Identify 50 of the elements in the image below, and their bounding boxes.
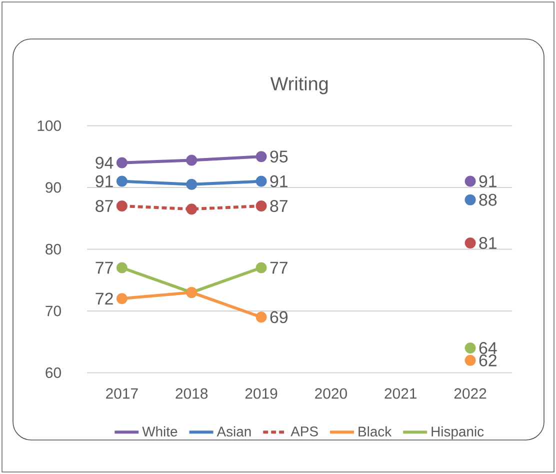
data-label: 77	[270, 262, 288, 274]
point	[116, 293, 128, 304]
point	[464, 194, 476, 206]
point	[256, 200, 267, 212]
legend-label: White	[142, 426, 178, 437]
y-tick-label: 100	[38, 120, 61, 131]
data-label: 87	[270, 200, 288, 212]
point	[256, 176, 267, 187]
data-label: 72	[96, 292, 113, 305]
legend-label: Asian	[216, 426, 251, 437]
x-tick-label: 2017	[106, 388, 138, 399]
x-tick-label: 2018	[176, 388, 208, 399]
point	[256, 312, 267, 323]
data-label: 91	[479, 175, 496, 188]
point	[464, 238, 476, 249]
legend-label: Hispanic	[432, 426, 484, 440]
data-label: 91	[270, 175, 288, 188]
data-label: 88	[479, 194, 497, 206]
x-tick-label: 2022	[454, 388, 486, 399]
point	[186, 178, 198, 190]
point	[186, 204, 198, 215]
point	[116, 176, 128, 187]
data-label: 87	[96, 200, 113, 212]
data-label: 91	[96, 175, 113, 188]
point	[464, 176, 476, 187]
x-tick-label: 2020	[315, 388, 347, 399]
x-tick-label: 2021	[384, 388, 416, 399]
y-tick-label: 60	[46, 367, 61, 378]
data-label: 94	[96, 156, 114, 169]
data-label: 64	[479, 342, 497, 354]
chart-title: Writing	[270, 76, 328, 94]
point	[116, 157, 128, 168]
y-tick-label: 90	[46, 182, 61, 193]
point	[256, 151, 267, 162]
data-label: 95	[270, 150, 288, 163]
point	[464, 342, 476, 354]
data-label: 81	[479, 237, 496, 250]
data-label: 62	[479, 354, 496, 366]
x-tick-label: 2019	[245, 388, 278, 399]
y-tick-label: 80	[46, 244, 61, 254]
y-tick-label: 70	[46, 306, 61, 316]
point	[464, 354, 476, 366]
data-label: 69	[270, 311, 288, 324]
legend-label: Black	[358, 426, 392, 437]
legend-label: APS	[290, 426, 318, 436]
point	[186, 154, 198, 166]
point	[116, 262, 128, 274]
data-label: 77	[96, 262, 113, 274]
point	[256, 262, 267, 274]
point	[116, 200, 128, 212]
